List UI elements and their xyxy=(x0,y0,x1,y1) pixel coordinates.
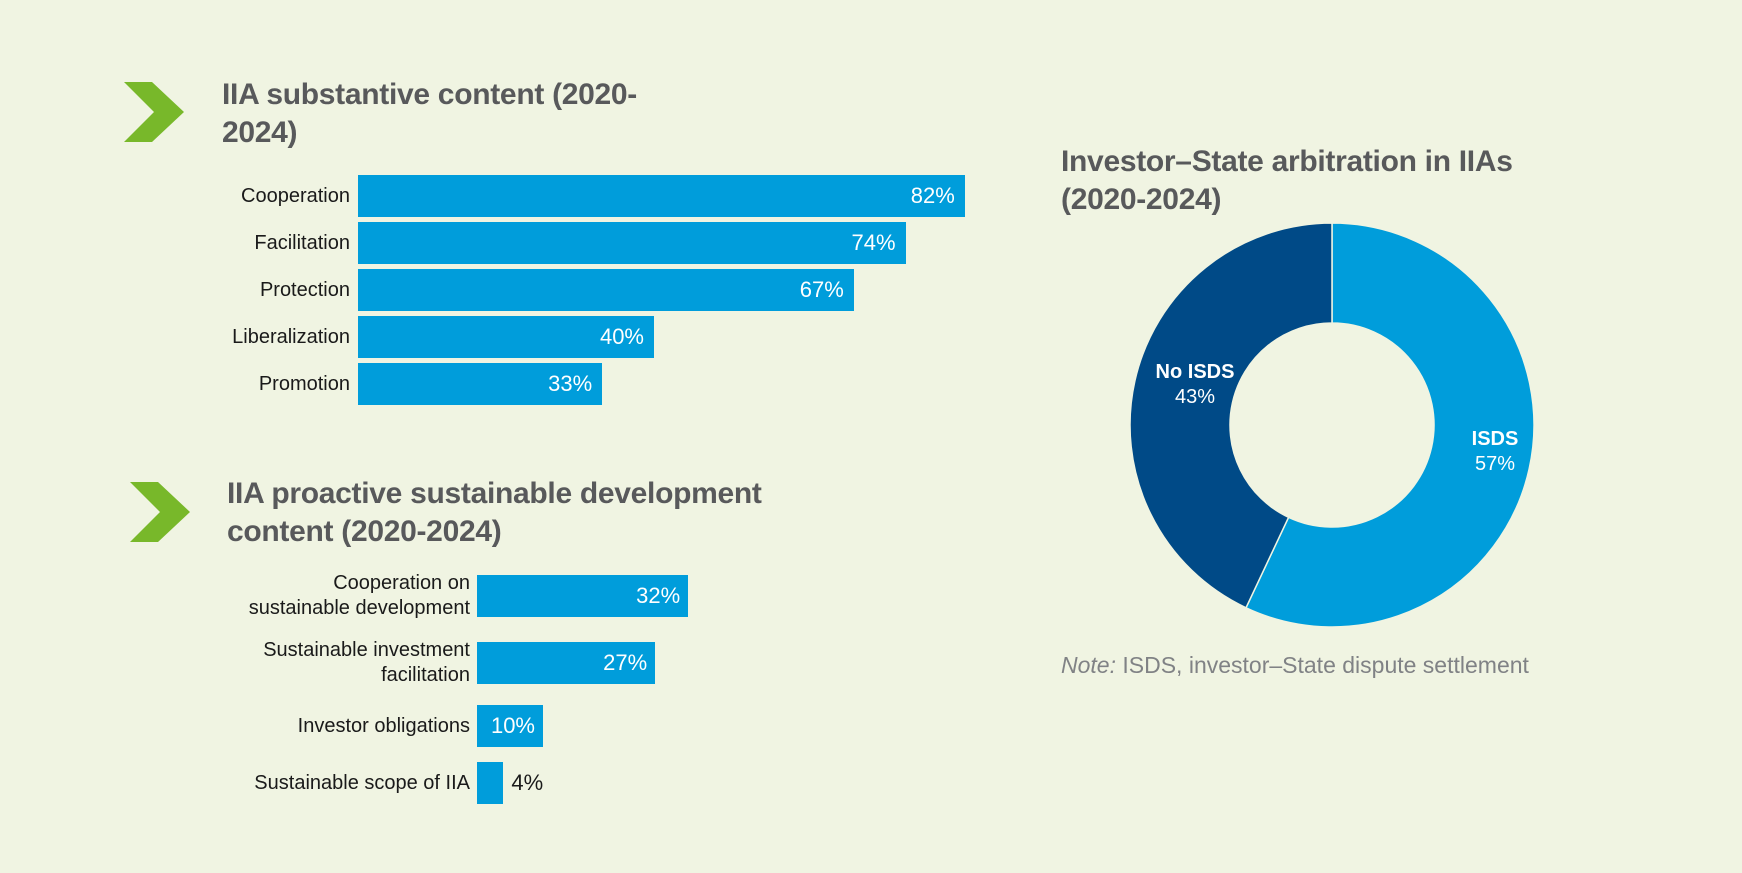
value-label: 32% xyxy=(636,583,681,608)
category-label-line: Cooperation xyxy=(241,184,350,207)
category-label-line: Facilitation xyxy=(254,231,350,254)
substantive-content-title: IIA substantive content (2020-2024) xyxy=(222,78,637,149)
category-label: Sustainable scope of IIA xyxy=(67,771,470,796)
sustainable-content-title: IIA proactive sustainable development co… xyxy=(227,477,762,548)
category-label: Liberalization xyxy=(0,325,350,350)
value-label: 67% xyxy=(799,277,844,302)
value-label: 74% xyxy=(851,230,896,255)
no-isds-label: No ISDS 43% xyxy=(1130,360,1260,410)
category-label: Promotion xyxy=(0,372,350,397)
category-label: Facilitation xyxy=(0,231,350,256)
bar xyxy=(358,363,603,405)
arbitration-donut-chart: No ISDS 43% ISDS 57% xyxy=(1129,222,1535,628)
arbitration-title: Investor–State arbitration in IIAs (2020… xyxy=(1061,145,1513,216)
value-label: 82% xyxy=(910,183,955,208)
category-label: Cooperation on sustainable development xyxy=(67,571,470,621)
isds-category: ISDS xyxy=(1471,428,1519,450)
note-text: ISDS, investor–State dispute settlement xyxy=(1115,652,1529,678)
note-label: Note: xyxy=(1061,652,1116,678)
bar xyxy=(477,762,504,804)
donut-slice-no-isds xyxy=(1129,222,1333,609)
category-label-line: Liberalization xyxy=(232,325,350,348)
category-label: Cooperation xyxy=(0,184,350,209)
category-label-line: Sustainable scope of IIA xyxy=(254,771,470,794)
value-label: 10% xyxy=(490,713,535,738)
bar xyxy=(477,642,656,684)
category-label: Sustainable investment facilitation xyxy=(67,638,470,688)
no-isds-category: No ISDS xyxy=(1155,361,1235,383)
bar xyxy=(477,575,689,617)
isds-value: 57% xyxy=(1474,453,1516,475)
donut-slice-isds xyxy=(1244,222,1535,628)
category-label-line: facilitation xyxy=(381,664,470,686)
value-label: 27% xyxy=(603,650,648,675)
bar xyxy=(358,175,965,217)
category-label-line: Protection xyxy=(259,278,350,301)
bar xyxy=(358,316,654,358)
category-label-line: Promotion xyxy=(258,372,350,395)
no-isds-value: 43% xyxy=(1174,386,1216,408)
value-label: 33% xyxy=(548,371,593,396)
category-label-line: sustainable development xyxy=(248,597,470,619)
category-label: Investor obligations xyxy=(67,714,470,739)
chevron-right-icon xyxy=(130,482,190,542)
value-label: 40% xyxy=(599,324,644,349)
bar xyxy=(358,222,906,264)
chevron-right-icon xyxy=(124,82,184,142)
category-label: Protection xyxy=(0,278,350,303)
chart-note: Note: ISDS, investor–State dispute settl… xyxy=(1061,652,1529,679)
isds-label: ISDS 57% xyxy=(1450,427,1540,477)
value-label: 4% xyxy=(511,770,544,795)
bar xyxy=(477,705,543,747)
category-label-line: Cooperation on xyxy=(333,572,470,594)
category-label-line: Sustainable investment xyxy=(263,639,470,661)
bar xyxy=(358,269,854,311)
category-label-line: Investor obligations xyxy=(297,714,470,737)
